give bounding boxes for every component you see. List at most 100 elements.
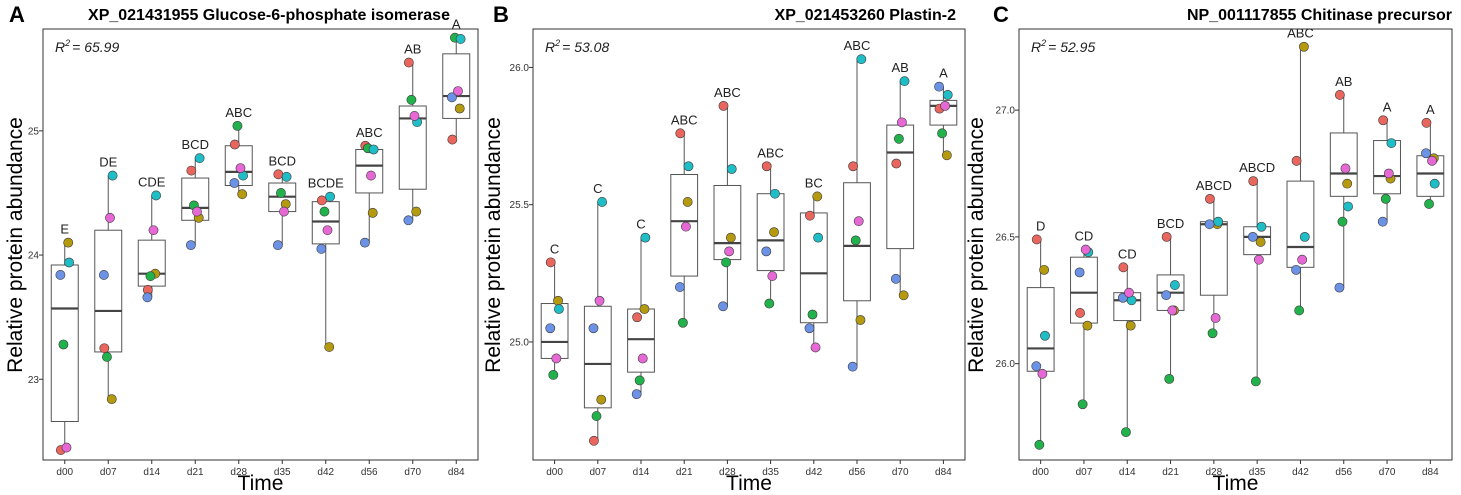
x-tick-label: d00 bbox=[56, 467, 73, 478]
data-point bbox=[761, 161, 772, 172]
data-point bbox=[194, 153, 205, 164]
y-tick-label: 25.5 bbox=[510, 200, 530, 211]
iqr-box bbox=[670, 173, 699, 277]
data-point bbox=[890, 273, 901, 284]
x-tick-label: d28 bbox=[719, 467, 736, 478]
data-point bbox=[1121, 427, 1131, 438]
significance-letter: ABC bbox=[714, 85, 741, 100]
x-tick-label: d21 bbox=[1162, 467, 1179, 478]
data-point bbox=[186, 165, 197, 176]
data-point bbox=[107, 170, 118, 181]
x-tick-label: d84 bbox=[935, 467, 952, 478]
data-point bbox=[1421, 117, 1432, 128]
data-point bbox=[446, 92, 457, 103]
r2-superscript: 2 bbox=[1040, 38, 1046, 48]
data-point bbox=[596, 394, 607, 405]
data-point bbox=[105, 212, 115, 223]
data-point bbox=[675, 128, 686, 139]
data-point bbox=[1164, 373, 1175, 384]
data-point bbox=[366, 170, 376, 181]
significance-letter: CD bbox=[1075, 229, 1094, 244]
panel-label: B bbox=[493, 2, 509, 27]
box-group-d70: AB bbox=[398, 42, 427, 226]
x-tick-label: d42 bbox=[1292, 467, 1309, 478]
significance-letter: C bbox=[550, 241, 559, 256]
data-point bbox=[1299, 41, 1309, 52]
data-point bbox=[447, 134, 458, 145]
panel-c: C NP_001117855 Chitinase precursor R2 = 52.… bbox=[965, 2, 1453, 495]
x-tick-label: d35 bbox=[274, 467, 291, 478]
y-axis-label: Relative protein abundance bbox=[4, 117, 27, 373]
panel-label: A bbox=[9, 2, 25, 27]
data-point bbox=[1074, 267, 1085, 278]
data-point bbox=[1427, 155, 1437, 166]
data-point bbox=[721, 257, 732, 268]
x-tick-label: d28 bbox=[230, 467, 247, 478]
data-point bbox=[767, 271, 778, 281]
iqr-box bbox=[94, 229, 123, 353]
data-point bbox=[1424, 199, 1434, 209]
box-group-d84: A bbox=[1416, 102, 1445, 209]
data-point bbox=[1383, 168, 1394, 179]
data-point bbox=[142, 292, 153, 303]
data-point bbox=[545, 323, 556, 334]
data-point bbox=[847, 361, 858, 372]
data-point bbox=[409, 111, 420, 121]
data-point bbox=[237, 189, 248, 200]
x-tick-label: d84 bbox=[1422, 467, 1439, 478]
data-point bbox=[1291, 155, 1302, 166]
data-point bbox=[99, 343, 110, 354]
data-point bbox=[855, 315, 866, 325]
data-point bbox=[1167, 305, 1178, 316]
significance-letter: DE bbox=[99, 155, 117, 170]
r2-value: = 52.95 bbox=[1048, 39, 1095, 55]
plot-frame bbox=[42, 28, 479, 461]
x-tick-label: d42 bbox=[805, 467, 822, 478]
data-point bbox=[725, 232, 736, 243]
data-point bbox=[597, 197, 608, 207]
x-axis-label: Time bbox=[1213, 472, 1259, 495]
significance-letter: ABC bbox=[757, 145, 784, 160]
data-point bbox=[1080, 244, 1091, 255]
data-point bbox=[276, 188, 286, 198]
data-point bbox=[718, 301, 728, 312]
r2-symbol: R bbox=[1031, 39, 1041, 55]
x-tick-label: d70 bbox=[404, 467, 421, 478]
x-tick-label: d00 bbox=[546, 467, 563, 478]
panel-label: C bbox=[993, 2, 1009, 27]
x-tick-label: d21 bbox=[676, 467, 693, 478]
significance-letter: BCD bbox=[269, 153, 296, 168]
x-tick-label: d07 bbox=[589, 467, 606, 478]
data-point bbox=[1210, 313, 1221, 323]
significance-letter: A bbox=[1383, 99, 1392, 114]
y-tick-label: 25.0 bbox=[510, 337, 530, 348]
data-point bbox=[411, 206, 422, 217]
r2-symbol: R bbox=[55, 39, 65, 55]
data-point bbox=[639, 304, 650, 314]
data-point bbox=[64, 257, 74, 268]
significance-letter: E bbox=[60, 222, 69, 237]
iqr-box bbox=[540, 303, 569, 359]
data-point bbox=[1125, 320, 1136, 331]
data-point bbox=[591, 411, 602, 421]
box-group-d14: C bbox=[627, 217, 655, 400]
x-tick-label: d14 bbox=[633, 467, 650, 478]
y-tick-label: 27.0 bbox=[996, 106, 1016, 117]
x-tick-label: d21 bbox=[187, 467, 204, 478]
y-tick-label: 26.5 bbox=[996, 232, 1016, 243]
data-point bbox=[682, 197, 693, 207]
iqr-box bbox=[1286, 180, 1315, 268]
panel-b: B XP_021453260 Plastin-2 R2 = 53.08 25.0 25.5… bbox=[482, 2, 966, 495]
significance-letter: ABC bbox=[225, 105, 252, 120]
significance-letter: D bbox=[1036, 218, 1045, 233]
data-point bbox=[937, 128, 948, 139]
data-point bbox=[1082, 320, 1093, 331]
data-point bbox=[1161, 231, 1172, 242]
iqr-box bbox=[886, 124, 915, 250]
data-point bbox=[455, 34, 466, 44]
box-group-d56: ABC bbox=[843, 38, 871, 372]
significance-letter: ABC bbox=[844, 38, 871, 53]
data-point bbox=[761, 246, 772, 257]
plot-frame bbox=[1018, 28, 1453, 461]
significance-letter: AB bbox=[404, 42, 421, 57]
